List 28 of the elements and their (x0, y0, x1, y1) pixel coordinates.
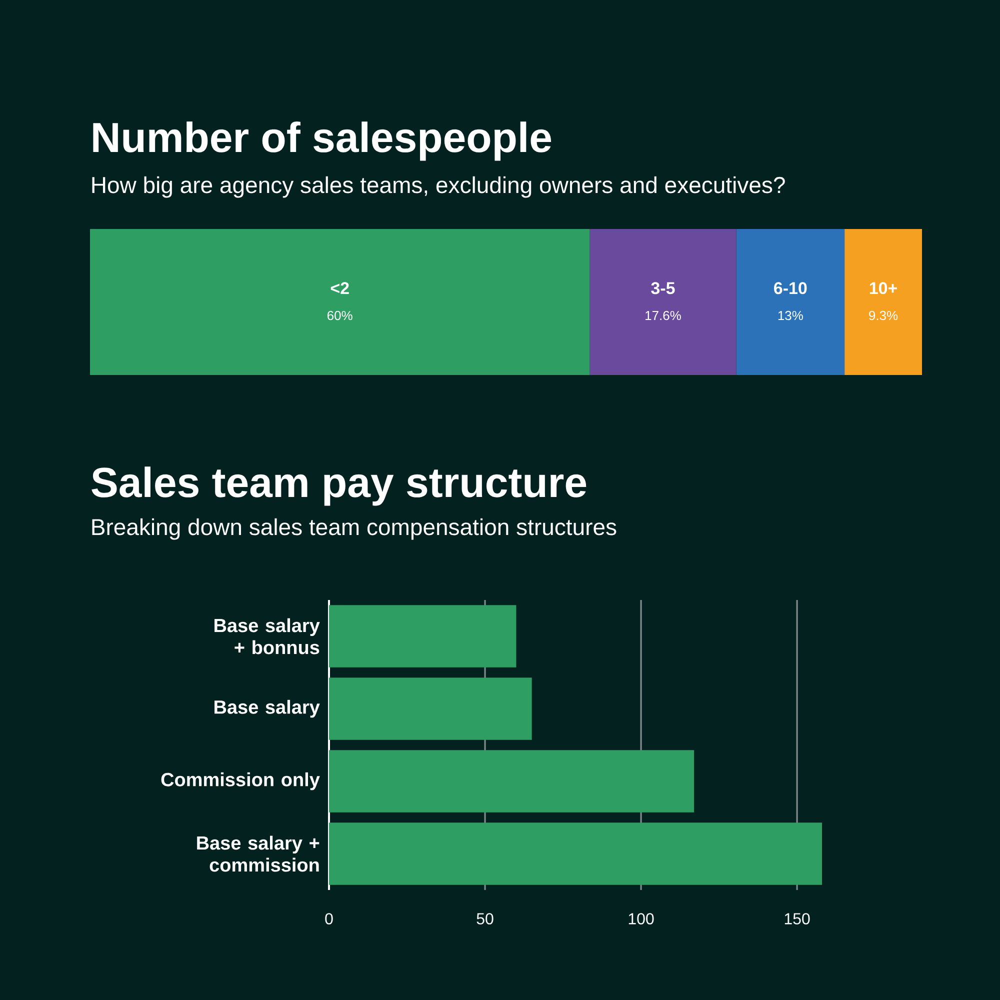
series-label: 10+ (870, 282, 898, 294)
y-tick-label: Base salary + bonnus (214, 618, 320, 654)
data-label: 13% (778, 310, 803, 320)
chart-subtitle: Breaking down sales team compensation structures (92, 518, 616, 540)
chart-title: Sales team pay structure (92, 466, 586, 506)
y-tick-label: Base salary + commission (197, 836, 320, 872)
series-label: 6-10 (774, 282, 807, 294)
y-tick-label: Base salary (214, 700, 320, 718)
x-tick-label: 150 (784, 913, 810, 924)
bar (329, 678, 532, 740)
chart-title: Number of salespeople (93, 122, 552, 161)
x-tick-label: 100 (628, 913, 654, 924)
series-label: <2 (330, 282, 349, 294)
bar (329, 605, 516, 668)
bar (329, 750, 694, 812)
data-label: 17.6% (646, 310, 681, 320)
x-tick-label: 0 (325, 913, 333, 924)
data-label: 60% (328, 310, 352, 320)
bar (736, 228, 845, 375)
bar (329, 822, 822, 885)
bar (844, 228, 922, 375)
chart-subtitle: How big are agency sales teams, excluding owners and executives? (92, 176, 785, 198)
series-label: 3-5 (651, 282, 675, 294)
x-tick-label: 50 (476, 913, 494, 924)
bar (90, 228, 590, 375)
data-label: 9.3% (869, 310, 898, 320)
bar (590, 228, 736, 375)
y-tick-label: Commission only (161, 772, 320, 790)
